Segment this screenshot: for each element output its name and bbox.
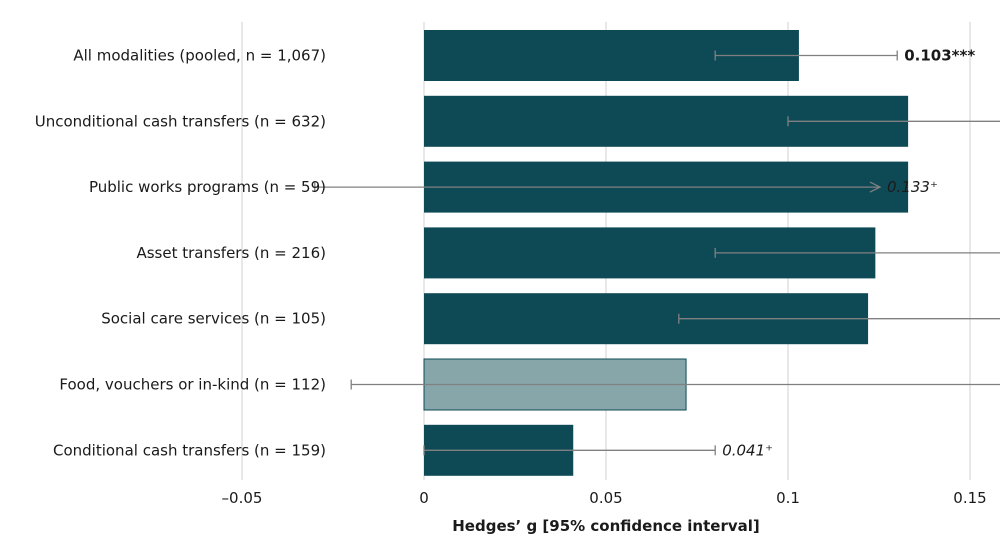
category-label: Social care services (n = 105)	[101, 310, 326, 328]
value-label: 0.041⁺	[722, 441, 773, 459]
value-label: 0.103***	[904, 47, 975, 65]
x-tick-label: 0.15	[953, 489, 986, 507]
x-axis-title: Hedges’ g [95% confidence interval]	[452, 517, 760, 535]
value-labels: 0.103***0.133***0.133⁺0.124***0.122***0.…	[722, 47, 975, 460]
x-tick-label: –0.05	[222, 489, 263, 507]
category-label: Unconditional cash transfers (n = 632)	[35, 112, 326, 130]
error-bar-arrow	[869, 181, 882, 193]
x-tick-label: 0	[419, 489, 429, 507]
category-label: Asset transfers (n = 216)	[136, 244, 326, 262]
category-label: All modalities (pooled, n = 1,067)	[73, 47, 326, 65]
value-label: 0.133⁺	[887, 178, 938, 196]
category-label: Public works programs (n = 59)	[89, 178, 326, 196]
category-label: Food, vouchers or in-kind (n = 112)	[59, 376, 326, 394]
category-label: Conditional cash transfers (n = 159)	[53, 441, 326, 459]
x-tick-label: 0.05	[589, 489, 622, 507]
x-tick-label: 0.1	[776, 489, 800, 507]
error-bars	[314, 50, 1000, 456]
category-labels: All modalities (pooled, n = 1,067) Uncond…	[35, 47, 326, 460]
